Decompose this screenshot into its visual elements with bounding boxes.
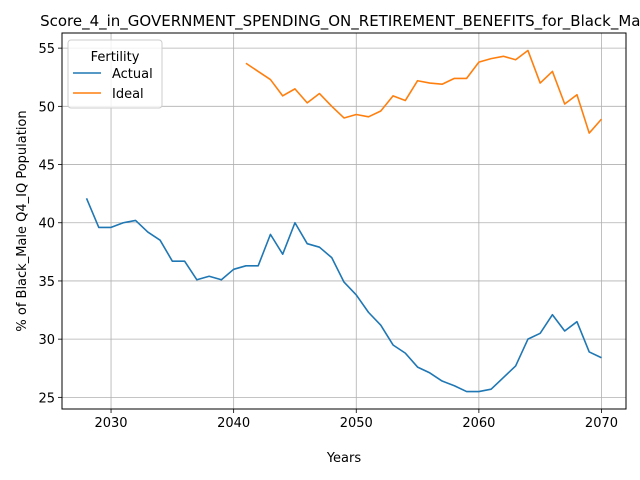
legend-box [67,39,163,109]
legend-title: Fertility [91,50,140,65]
legend-label-ideal: Ideal [112,87,144,102]
x-tick-label: 2040 [217,416,250,431]
series-line-ideal [245,49,603,134]
x-axis: 2030 2040 2050 2060 2070 [94,409,618,431]
x-tick-label: 2030 [94,416,127,431]
y-axis: 25 30 35 40 45 50 55 [38,42,62,406]
x-tick-label: 2050 [340,416,373,431]
y-tick-label: 35 [38,275,55,290]
x-tick-label: 2070 [585,416,618,431]
series-layer [85,49,603,393]
chart-title: Score_4_in_GOVERNMENT_SPENDING_ON_RETIRE… [40,12,640,31]
y-tick-label: 40 [38,217,55,232]
plot-frame [61,32,627,410]
legend: Fertility Actual Ideal [67,39,163,109]
y-tick-label: 50 [38,100,55,115]
x-tick-label: 2060 [462,416,495,431]
series-line-actual [85,197,602,393]
y-tick-label: 25 [38,391,55,406]
x-axis-label: Years [326,451,362,466]
y-axis-label: % of Black_Male Q4_IQ Population [15,110,30,331]
y-tick-label: 45 [38,159,55,174]
legend-entries: Actual Ideal [73,67,153,102]
y-tick-label: 30 [38,333,55,348]
y-tick-label: 55 [38,42,55,57]
legend-label-actual: Actual [112,67,153,82]
